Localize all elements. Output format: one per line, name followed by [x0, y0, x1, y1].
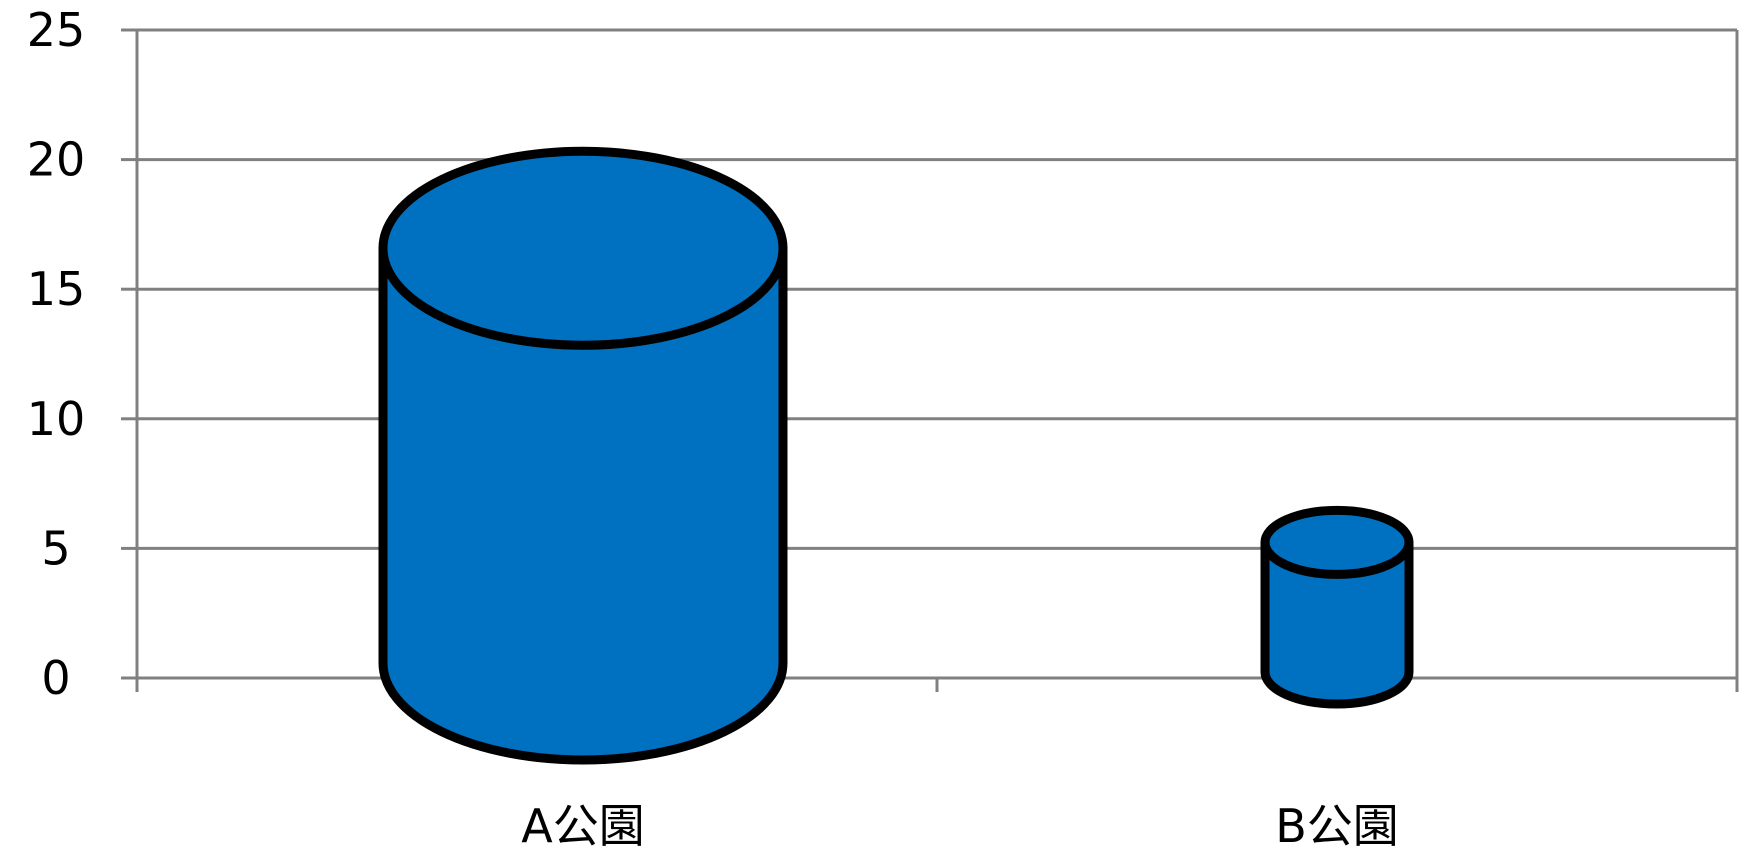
- y-tick-label: 15: [27, 262, 86, 316]
- labels: 0 5 10 15 20 25 A公園 B公園: [27, 3, 1399, 850]
- x-category-label: B公園: [1275, 799, 1399, 850]
- y-tick-label: 20: [27, 133, 86, 187]
- bar-2: [1260, 505, 1414, 709]
- bar-body: [378, 243, 788, 765]
- bar-body: [1260, 537, 1414, 709]
- y-tick-label: 10: [27, 392, 86, 446]
- y-tick-label: 0: [41, 651, 70, 705]
- gridlines: [137, 28, 1737, 680]
- y-tick-label: 5: [41, 521, 70, 575]
- bars: [378, 146, 1414, 765]
- y-tick-label: 25: [27, 3, 86, 57]
- bar-top: [378, 146, 788, 350]
- axes: [121, 28, 1739, 692]
- bar-1: [378, 146, 788, 765]
- x-category-label: A公園: [521, 799, 644, 850]
- bar-top: [1260, 505, 1414, 579]
